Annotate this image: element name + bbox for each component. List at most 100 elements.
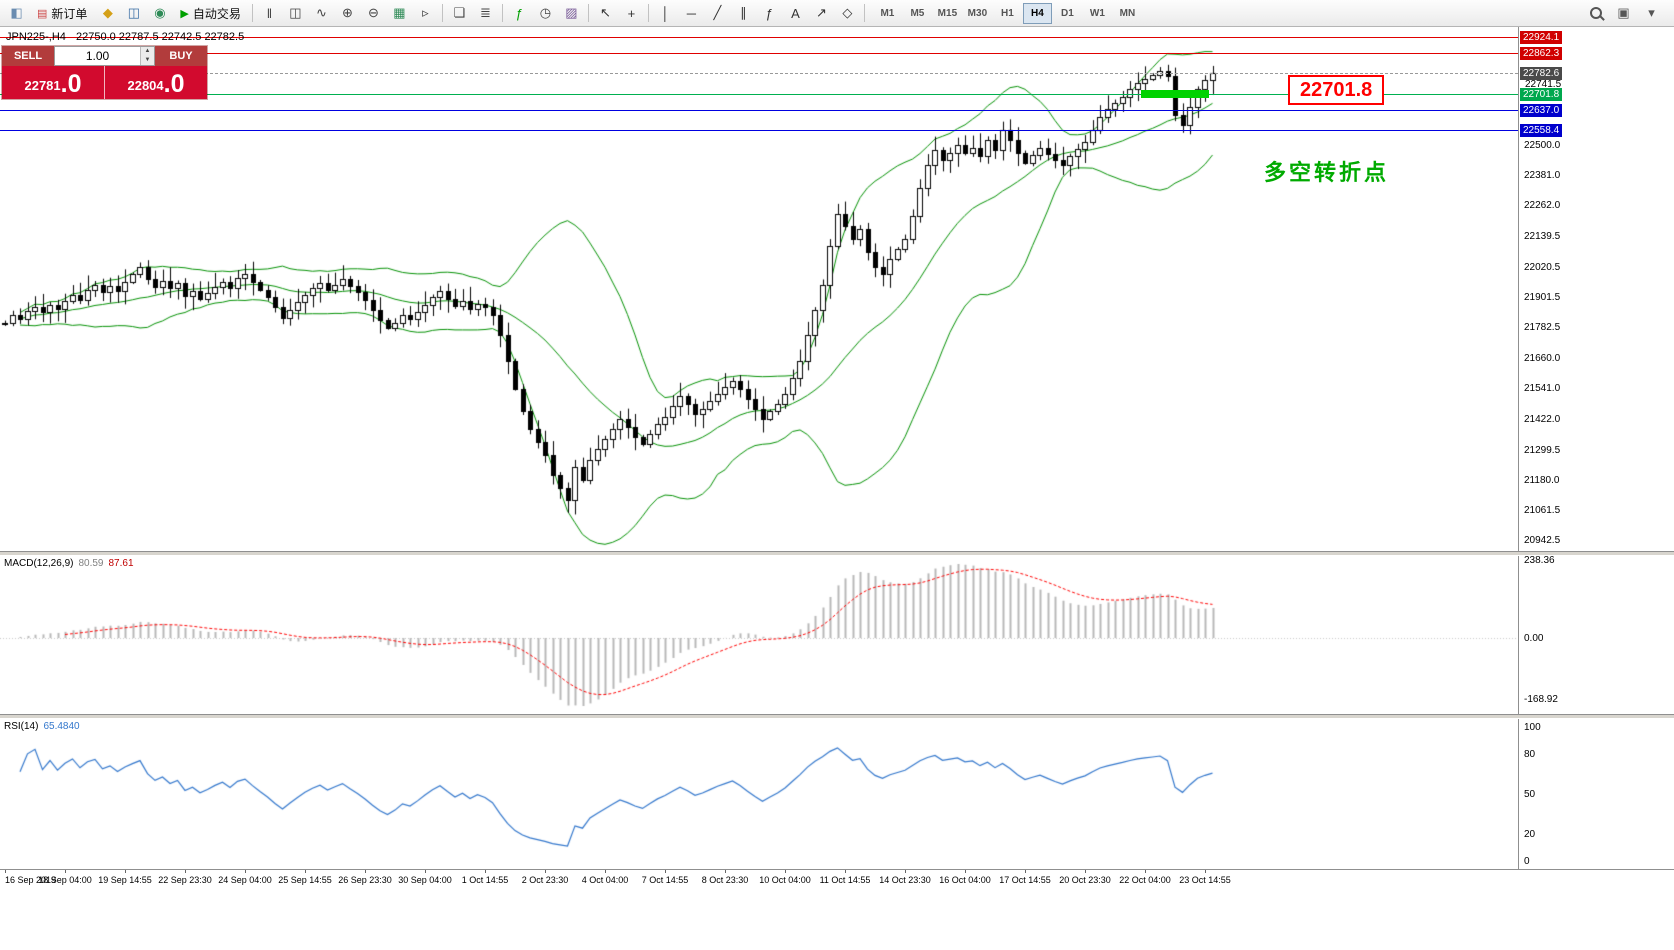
- time-label: 10 Oct 04:00: [759, 875, 811, 885]
- price-tick: 21901.5: [1524, 292, 1561, 303]
- price-tick: 20942.5: [1524, 535, 1561, 546]
- rsi-canvas[interactable]: [0, 719, 1518, 869]
- price-tick: 22139.5: [1524, 231, 1561, 242]
- time-tick: [485, 870, 486, 873]
- auto-scroll-icon[interactable]: ▦: [393, 5, 406, 20]
- new-order-button[interactable]: ▤ 新订单: [30, 2, 94, 25]
- tile-windows-icon[interactable]: ❏: [453, 5, 466, 20]
- sell-price-pips: .0: [60, 70, 82, 98]
- buy-price-main: 22804: [127, 78, 164, 93]
- rsi-value: 65.4840: [43, 721, 80, 732]
- macd-name: MACD(12,26,9): [4, 558, 74, 569]
- macd-canvas[interactable]: [0, 556, 1518, 714]
- timeframe-m30[interactable]: M30: [967, 7, 988, 19]
- cursor-icon[interactable]: ↖: [599, 5, 611, 20]
- rsi-axis-label: 20: [1524, 829, 1536, 841]
- volume-up-button[interactable]: ▲: [141, 47, 154, 56]
- line-chart-icon[interactable]: ∿: [315, 5, 327, 20]
- rsi-axis-label: 0: [1524, 856, 1530, 867]
- fibonacci-icon[interactable]: ƒ: [765, 5, 774, 21]
- time-label: 16 Sep 2019: [5, 875, 57, 885]
- price-tick: 21422.0: [1524, 414, 1561, 425]
- auto-trading-button-label: 自动交易: [192, 6, 241, 21]
- zoom-out-icon[interactable]: ⊖: [367, 5, 379, 20]
- sell-price-main: 22781: [24, 78, 61, 93]
- new-order-button-label: 新订单: [51, 6, 88, 21]
- buy-button[interactable]: BUY: [155, 46, 207, 66]
- templates-icon[interactable]: ▨: [565, 5, 578, 20]
- time-label: 8 Oct 23:30: [701, 875, 749, 885]
- timeframe-h4[interactable]: H4: [1022, 2, 1052, 24]
- channel-icon[interactable]: ∥: [740, 5, 747, 20]
- volume-field[interactable]: 1.00 ▲ ▼: [54, 46, 155, 66]
- periods-icon[interactable]: ◷: [539, 5, 552, 20]
- data-list-icon[interactable]: ≣: [479, 5, 491, 20]
- navigator-icon[interactable]: ◫: [127, 5, 141, 20]
- vertical-line-icon[interactable]: │: [661, 5, 670, 21]
- text-icon[interactable]: A: [791, 5, 800, 21]
- time-label: 2 Oct 23:30: [521, 875, 569, 885]
- candlestick-chart-icon[interactable]: ◫: [289, 5, 302, 20]
- time-tick: [125, 870, 126, 873]
- timeframe-w1[interactable]: W1: [1089, 7, 1105, 19]
- arrows-icon[interactable]: ↗: [815, 5, 827, 20]
- buy-price[interactable]: 22804.0: [105, 66, 207, 99]
- search-icon[interactable]: [1583, 2, 1608, 25]
- pane-separator-macd[interactable]: [0, 551, 1674, 556]
- time-axis[interactable]: 16 Sep 2019 18 Sep 04:00 19 Sep 14:55 22 Se…: [0, 869, 1674, 892]
- trendline-icon[interactable]: ╱: [713, 5, 722, 20]
- minor-level-label-tag: 22741.5: [1525, 79, 1562, 90]
- crosshair-icon[interactable]: +: [627, 5, 636, 21]
- macd-axis-label: 238.36: [1524, 555, 1555, 566]
- window-menu-icon[interactable]: ▾: [1648, 5, 1655, 20]
- timeframe-d1[interactable]: D1: [1061, 7, 1074, 19]
- time-label: 30 Sep 04:00: [398, 875, 452, 885]
- shapes-icon[interactable]: ◇: [842, 5, 853, 20]
- time-tick: [185, 870, 186, 873]
- indicators-icon[interactable]: ƒ: [515, 5, 524, 21]
- horizontal-line-icon[interactable]: ─: [686, 5, 697, 21]
- one-click-trading-panel: SELL 1.00 ▲ ▼ BUY 22781.0 22804.0: [2, 46, 207, 99]
- price-axis[interactable]: 22500.0 22381.0 22262.0 22139.5 22020.5 21901…: [1518, 27, 1674, 869]
- market-watch-icon[interactable]: ◆: [102, 5, 113, 20]
- volume-down-button[interactable]: ▼: [141, 56, 154, 65]
- price-tick: 22500.0: [1524, 140, 1561, 151]
- time-label: 26 Sep 23:30: [338, 875, 392, 885]
- time-label: 20 Oct 23:30: [1059, 875, 1111, 885]
- zoom-in-icon[interactable]: ⊕: [341, 5, 353, 20]
- terminal-icon[interactable]: ◉: [154, 5, 166, 20]
- timeframe-h1[interactable]: H1: [1001, 7, 1014, 19]
- turning-point-text[interactable]: 多空转折点: [1264, 160, 1390, 185]
- rsi-name: RSI(14): [4, 721, 39, 732]
- chart-window-icon[interactable]: ◧: [10, 5, 23, 20]
- sell-price[interactable]: 22781.0: [2, 66, 104, 99]
- macd-axis-label: 0.00: [1524, 633, 1544, 645]
- price-tick: 21299.5: [1524, 445, 1561, 456]
- time-label: 18 Sep 04:00: [38, 875, 92, 885]
- time-tick: [65, 870, 66, 873]
- timeframe-m1[interactable]: M1: [880, 7, 895, 19]
- time-label: 7 Oct 14:55: [641, 875, 689, 885]
- time-label: 23 Oct 14:55: [1179, 875, 1231, 885]
- time-tick: [965, 870, 966, 873]
- new-window-icon[interactable]: ▣: [1617, 5, 1630, 20]
- time-tick: [5, 870, 6, 873]
- symbol-ohlc: 22750.0 22787.5 22742.5 22782.5: [75, 31, 245, 43]
- bar-chart-icon[interactable]: ‖: [266, 5, 273, 21]
- macd-label: MACD(12,26,9) 80.59 87.61: [4, 558, 134, 569]
- sell-button[interactable]: SELL: [2, 46, 54, 66]
- time-tick: [1085, 870, 1086, 873]
- price-tick: 21660.0: [1524, 353, 1561, 364]
- time-tick: [605, 870, 606, 873]
- chart-shift-icon[interactable]: ▹: [422, 5, 429, 20]
- price-tick: 21541.0: [1524, 383, 1561, 394]
- price-callout-box[interactable]: 22701.8: [1288, 75, 1385, 105]
- timeframe-m15[interactable]: M15: [937, 7, 958, 19]
- timeframe-m5[interactable]: M5: [910, 7, 925, 19]
- pane-separator-rsi[interactable]: [0, 714, 1674, 719]
- volume-value[interactable]: 1.00: [85, 49, 110, 63]
- timeframe-mn[interactable]: MN: [1119, 7, 1136, 19]
- time-tick: [845, 870, 846, 873]
- auto-trading-button[interactable]: ▶ 自动交易: [173, 2, 247, 25]
- main-chart-canvas[interactable]: [0, 27, 1518, 551]
